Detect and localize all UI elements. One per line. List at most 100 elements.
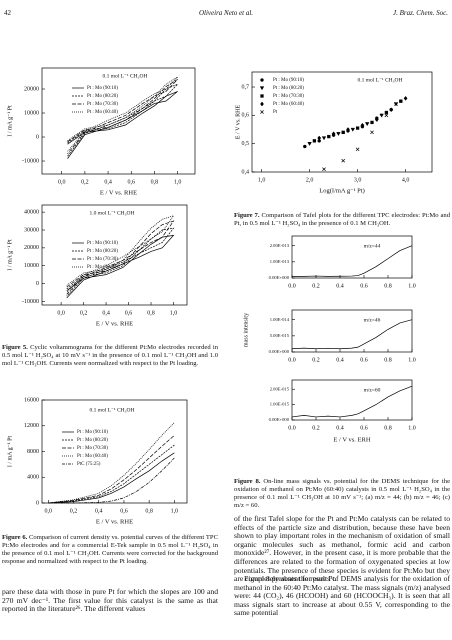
x-tick-label: 0.4 [336, 357, 344, 363]
legend-label: Pt : Mo (90:10) [273, 78, 304, 83]
plot-frame [41, 67, 196, 175]
marker [384, 113, 389, 118]
x-tick-label: 0,2 [81, 179, 89, 185]
series-line [48, 435, 175, 504]
x-tick-label: 0.8 [384, 357, 392, 363]
marker [341, 130, 345, 134]
y-axis-label: I / mA g⁻¹ Pt [7, 105, 13, 137]
legend-label: Pt : Mo (90:10) [77, 430, 108, 435]
paragraph: of the first Tafel slope for the Pt and … [234, 514, 450, 584]
x-axis-label: E / V vs. RHE [96, 518, 133, 525]
x-tick-label: 1,0 [170, 310, 178, 316]
marker [260, 94, 264, 98]
page-number: 42 [4, 9, 11, 17]
caption-label: Figure 7. [234, 212, 260, 219]
marker [341, 158, 346, 163]
x-tick-label: 0.0 [288, 425, 296, 431]
y-axis-label: E / V vs. RHE [235, 105, 241, 140]
y-tick-label: 0.00E+000 [269, 417, 290, 422]
series-line [48, 457, 175, 504]
marker [389, 107, 394, 113]
x-tick-label: 1,0 [258, 177, 266, 183]
y-tick-label: 12000 [24, 423, 39, 429]
y-tick-label: 1.00E-014 [270, 317, 290, 322]
plot-frame [41, 399, 188, 504]
marker [355, 126, 360, 130]
x-tick-label: 0.0 [288, 283, 296, 289]
y-tick-label: 0,7 [242, 84, 250, 90]
legend-label: Pt : Mo (60:40) [77, 454, 108, 459]
x-tick-label: 0.2 [312, 357, 320, 363]
x-tick-label: 0.6 [360, 283, 368, 289]
x-axis-label: E / V vs. ERH [333, 436, 370, 443]
series-line [48, 444, 175, 504]
x-tick-label: 0,6 [120, 508, 128, 514]
paragraph: Figure 8 presents the results of DEMS an… [234, 574, 450, 618]
marker [260, 78, 264, 82]
x-tick-label: 0.6 [360, 425, 368, 431]
x-tick-label: 0.2 [312, 283, 320, 289]
series-line [48, 422, 175, 504]
y-tick-label: -10000 [22, 158, 39, 164]
x-tick-label: 0.6 [360, 357, 368, 363]
y-tick-label: 0.00E+000 [269, 275, 290, 280]
series-line [291, 319, 413, 350]
legend-label: Pt : Mo (60:40) [273, 102, 304, 107]
marker [384, 110, 389, 115]
legend-label: Pt : Mo (80:20) [87, 94, 118, 99]
legend-label: Pt : Mo (70:30) [87, 102, 118, 107]
marker [322, 167, 326, 172]
annotation: m/z=44 [364, 243, 381, 249]
caption: Figure 8. On-line mass signals vs. poten… [234, 478, 450, 510]
x-tick-label: 1.0 [408, 357, 416, 363]
marker [260, 101, 264, 107]
caption-label: Figure 8. [234, 478, 261, 485]
annotation: 0.1 mol L⁻¹ CH₃OH [90, 407, 135, 413]
caption: Figure 7. Comparison of Tafel plots for … [234, 212, 450, 228]
marker [259, 86, 265, 91]
legend-label: Pt : Mo (70:30) [273, 94, 304, 99]
x-tick-label: 0,2 [70, 508, 78, 514]
x-tick-label: 0,2 [80, 310, 88, 316]
legend-label: Pt : Mo (80:20) [273, 86, 304, 91]
y-tick-label: -10000 [22, 299, 39, 305]
x-tick-label: 0.4 [336, 283, 344, 289]
plot-frame [41, 204, 188, 306]
y-tick-label: 10000 [24, 263, 39, 269]
marker [394, 102, 398, 106]
y-tick-label: 4000 [27, 475, 39, 481]
x-tick-label: 0,8 [145, 508, 153, 514]
x-tick-label: 0.0 [288, 357, 296, 363]
caption: Figure 5. Cyclic voltammograms for the d… [2, 344, 218, 368]
y-tick-label: 40000 [24, 210, 39, 216]
series-line [67, 79, 178, 155]
x-tick-label: 1.0 [408, 425, 416, 431]
x-tick-label: 0,4 [104, 179, 112, 185]
y-tick-label: 1.00E-015 [270, 402, 290, 407]
legend-label: Pt : Mo (90:10) [87, 241, 118, 246]
marker [355, 147, 360, 152]
x-tick-label: 3,0 [354, 177, 362, 183]
x-tick-label: 0,8 [151, 179, 159, 185]
x-axis-label: E / V vs. RHE [100, 189, 137, 196]
y-tick-label: 5.00E-015 [270, 333, 290, 338]
marker [303, 144, 307, 149]
marker [321, 136, 327, 141]
marker [370, 130, 374, 135]
y-tick-label: 0 [36, 134, 39, 140]
running-head: Oliveira Neto et al. [198, 9, 254, 17]
y-tick-label: 0,6 [242, 113, 250, 119]
caption: Figure 6. Comparison of current density … [2, 534, 218, 566]
x-tick-label: 0,6 [125, 310, 133, 316]
y-tick-label: 0 [36, 500, 39, 506]
marker [399, 99, 403, 103]
x-tick-label: 0.4 [336, 425, 344, 431]
paragraph: pare these data with those in pure Pt fo… [2, 587, 218, 614]
x-tick-label: 2,0 [306, 177, 314, 183]
y-axis-label: I / mA g⁻¹ Pt [7, 239, 13, 271]
annotation: m/z=46 [364, 317, 381, 323]
series-line [48, 452, 175, 504]
y-tick-label: 20000 [24, 86, 39, 92]
annotation: 1.0 mol L⁻¹ CH₃OH [90, 210, 135, 216]
